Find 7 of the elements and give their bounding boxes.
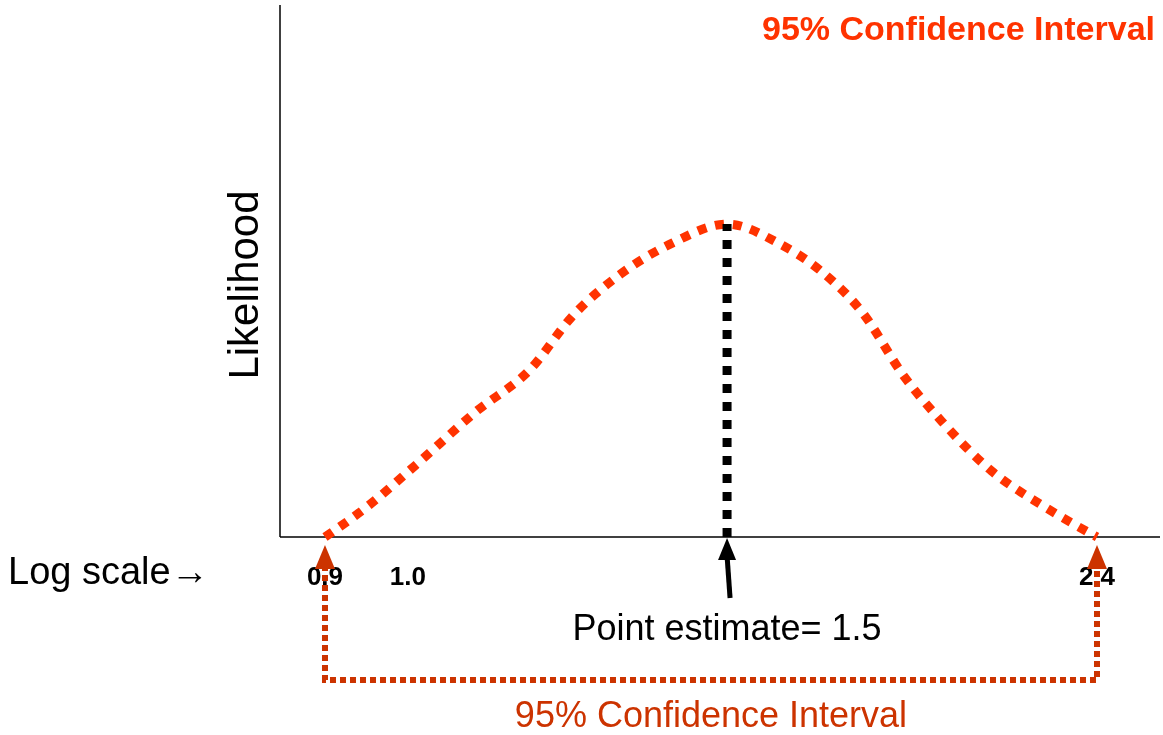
annotation: Point estimate= 1.5 [572, 607, 882, 648]
x-tick-label: 0.9 [306, 561, 344, 591]
text: 95% Confidence Interval [514, 694, 908, 735]
x-axis-title: Log scale→ [8, 550, 209, 592]
x-tick-label: 1.0 [389, 561, 426, 591]
y-axis-title: Likelihood [220, 190, 267, 380]
chart-title: 95% Confidence Interval [761, 9, 1155, 47]
